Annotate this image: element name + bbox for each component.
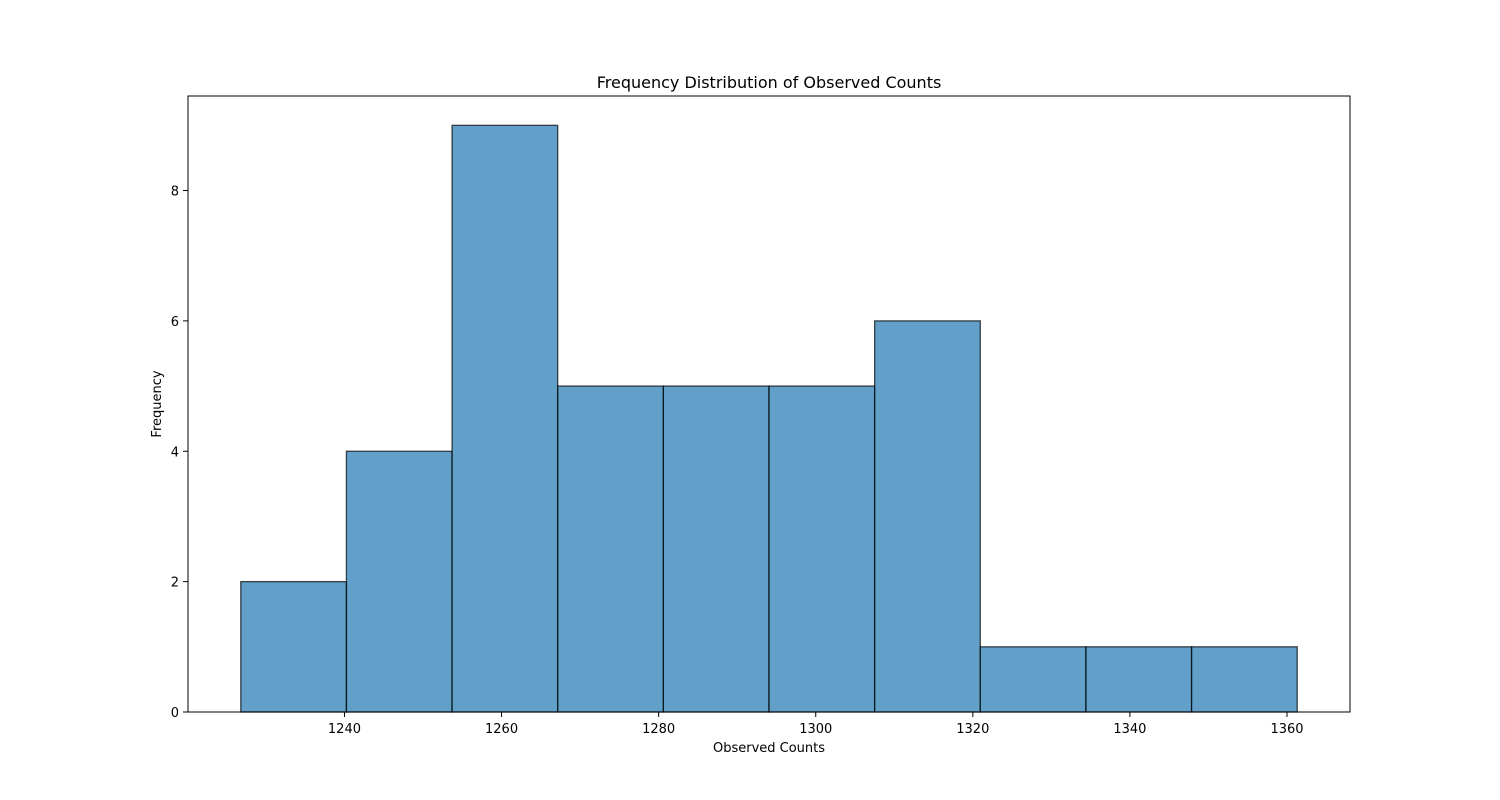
y-axis-label: Frequency	[150, 370, 165, 437]
histogram-bar	[1190, 646, 1298, 713]
y-tick-label: 8	[171, 185, 179, 200]
x-tick-label: 1240	[328, 722, 361, 737]
y-axis-ticks: 0 2 4 6 8	[171, 185, 188, 721]
x-tick-label: 1360	[1270, 722, 1303, 737]
x-tick-label: 1260	[485, 722, 518, 737]
histogram-bar	[1085, 646, 1193, 713]
y-tick-label: 2	[171, 576, 179, 591]
y-tick-label: 4	[171, 445, 179, 460]
histogram-bar	[557, 385, 665, 713]
bars-group	[240, 124, 1298, 713]
histogram-bar	[873, 320, 981, 713]
plot-frame	[187, 95, 1351, 713]
x-tick-label: 1320	[956, 722, 989, 737]
y-tick-label: 0	[171, 706, 179, 721]
histogram-bar	[979, 646, 1087, 713]
chart-title: Frequency Distribution of Observed Count…	[597, 73, 942, 92]
x-tick-label: 1340	[1113, 722, 1146, 737]
histogram-bar	[662, 385, 770, 713]
x-axis-ticks: 1240 1260 1280 1300 1320 1340 1360	[328, 712, 1304, 737]
x-tick-label: 1300	[799, 722, 832, 737]
histogram-bar	[768, 385, 876, 713]
x-axis-label: Observed Counts	[713, 741, 825, 756]
histogram-bar	[451, 124, 559, 713]
histogram-bar	[345, 450, 453, 713]
histogram-bar	[240, 580, 348, 713]
y-tick-label: 6	[171, 315, 179, 330]
x-tick-label: 1280	[642, 722, 675, 737]
